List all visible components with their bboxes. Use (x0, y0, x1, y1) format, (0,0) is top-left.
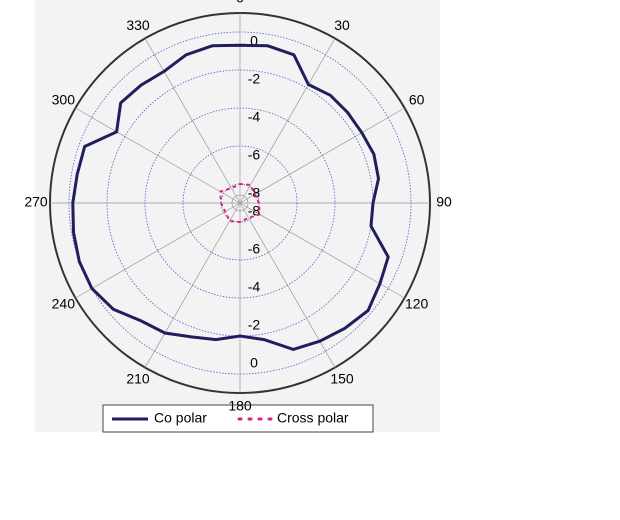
angle-tick-label: 90 (436, 194, 452, 210)
center-circle (231, 194, 249, 212)
radial-grid-circle (144, 107, 336, 299)
radial-tick-label: -8 (248, 185, 261, 201)
series-line (71, 43, 390, 351)
angle-tick-label: 330 (126, 17, 150, 33)
legend-label: Cross polar (277, 410, 349, 426)
radial-tick-label: -8 (248, 203, 261, 219)
radial-grid-line (75, 202, 241, 299)
plot-background (35, 0, 440, 432)
radial-tick-label: -4 (248, 109, 261, 125)
legend-label: Co polar (154, 410, 207, 426)
angle-tick-label: 270 (24, 194, 48, 210)
angle-tick-label: 210 (126, 370, 150, 386)
angle-tick-label: 300 (52, 92, 76, 108)
radial-grid-circle (68, 31, 412, 375)
angle-tick-label: 150 (330, 370, 354, 386)
radial-tick-label: -2 (248, 317, 261, 333)
radial-grid-line (239, 202, 405, 299)
radial-tick-label: -4 (248, 279, 261, 295)
radial-tick-label: 0 (250, 355, 258, 371)
radial-tick-label: -6 (248, 241, 261, 257)
angle-tick-label: 240 (52, 296, 76, 312)
angle-tick-label: 180 (228, 398, 252, 414)
radial-tick-label: -2 (248, 71, 261, 87)
radial-grid-line (75, 107, 241, 204)
angle-tick-label: 30 (334, 17, 350, 33)
radial-grid-line (239, 38, 336, 204)
series-line (219, 182, 261, 224)
radial-grid-circle (182, 145, 298, 261)
angle-tick-label: 0 (236, 0, 244, 6)
angle-tick-label: 120 (405, 296, 429, 312)
radial-tick-label: 0 (250, 33, 258, 49)
angle-tick-label: 60 (409, 92, 425, 108)
radial-tick-label: -6 (248, 147, 261, 163)
